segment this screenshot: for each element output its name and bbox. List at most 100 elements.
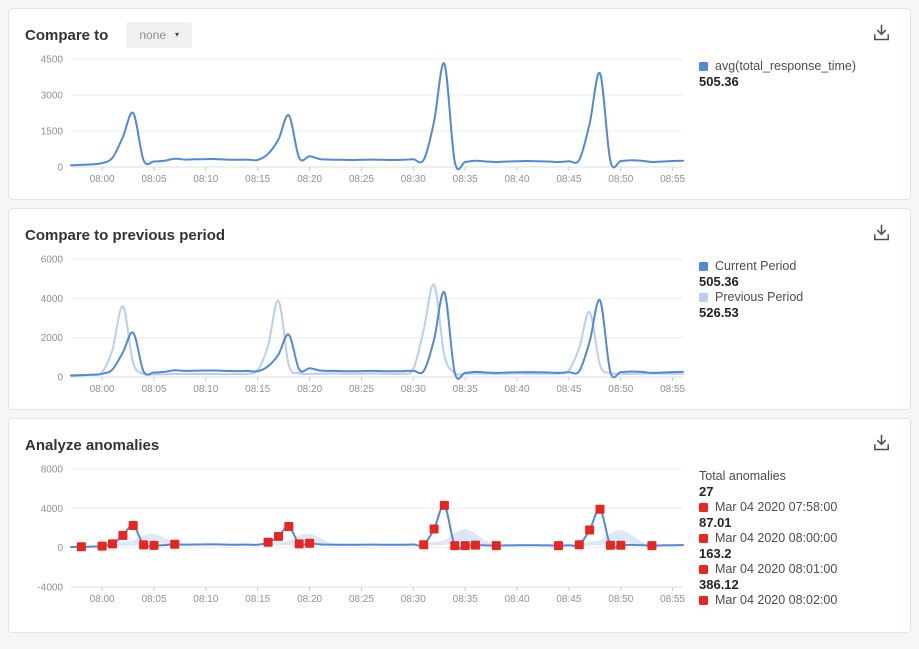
svg-text:08:05: 08:05 xyxy=(141,174,166,185)
svg-text:08:35: 08:35 xyxy=(453,594,478,605)
panel-title: Compare to previous period xyxy=(25,226,226,244)
series-value: 526.53 xyxy=(699,305,739,320)
svg-text:08:40: 08:40 xyxy=(504,174,529,185)
svg-text:08:55: 08:55 xyxy=(660,594,685,605)
svg-text:0: 0 xyxy=(57,163,63,174)
anomaly-value: 163.2 xyxy=(699,546,732,561)
svg-text:08:30: 08:30 xyxy=(401,384,426,395)
svg-text:08:30: 08:30 xyxy=(401,594,426,605)
series-swatch xyxy=(699,293,708,302)
total-anomalies-value: 27 xyxy=(699,484,714,499)
svg-text:08:00: 08:00 xyxy=(90,594,115,605)
svg-text:1500: 1500 xyxy=(41,127,64,138)
chart-anomalies[interactable]: -4000 0 4000 8000 08:00 08:05 08:10 08:15 08:20 0… xyxy=(25,459,691,614)
svg-text:08:20: 08:20 xyxy=(297,594,322,605)
svg-text:08:50: 08:50 xyxy=(608,174,633,185)
anomaly-swatch xyxy=(699,596,708,605)
anomaly-swatch xyxy=(699,503,708,512)
anomaly-legend-list: Mar 04 2020 07:58:00 87.01 Mar 04 2020 08:… xyxy=(699,500,894,608)
series-name: Previous Period xyxy=(715,290,804,304)
panel-compare-to: Compare to none ▾ 0 1500 3000 4500 08:00 08:0… xyxy=(8,8,911,200)
chart-response-time[interactable]: 0 1500 3000 4500 08:00 08:05 08:10 08:15 08:20 08… xyxy=(25,49,691,194)
anomaly-timestamp: Mar 04 2020 08:01:00 xyxy=(715,562,838,576)
panel-header: Analyze anomalies xyxy=(25,431,894,459)
svg-text:08:20: 08:20 xyxy=(297,174,322,185)
total-anomalies: Total anomalies 27 xyxy=(699,469,894,499)
panel-analyze-anomalies: Analyze anomalies -4000 0 4000 8000 08:00 08:… xyxy=(8,418,911,633)
compare-to-dropdown[interactable]: none ▾ xyxy=(126,22,193,48)
svg-text:08:35: 08:35 xyxy=(453,174,478,185)
series-swatch xyxy=(699,262,708,271)
chart-period-comparison[interactable]: 0 2000 4000 6000 08:00 08:05 08:10 08:15 08:20 08… xyxy=(25,249,691,404)
svg-text:3000: 3000 xyxy=(41,91,64,102)
anomaly-timestamp: Mar 04 2020 07:58:00 xyxy=(715,500,838,514)
anomaly-legend-item: Mar 04 2020 07:58:00 87.01 xyxy=(699,500,894,530)
total-anomalies-label: Total anomalies xyxy=(699,469,786,483)
download-icon xyxy=(874,434,889,451)
svg-text:08:40: 08:40 xyxy=(504,594,529,605)
svg-text:08:30: 08:30 xyxy=(401,174,426,185)
svg-text:08:15: 08:15 xyxy=(245,384,270,395)
legend-item: Previous Period 526.53 xyxy=(699,290,894,320)
panel-body: 0 1500 3000 4500 08:00 08:05 08:10 08:15 08:20 08… xyxy=(25,49,894,194)
chevron-down-icon: ▾ xyxy=(175,30,180,39)
chart-legend: Total anomalies 27 Mar 04 2020 07:58:00 8… xyxy=(699,459,894,614)
panel-title: Analyze anomalies xyxy=(25,436,160,454)
svg-text:08:25: 08:25 xyxy=(349,594,374,605)
series-value: 505.36 xyxy=(699,74,739,89)
svg-text:4000: 4000 xyxy=(41,294,64,305)
svg-text:08:50: 08:50 xyxy=(608,594,633,605)
series-name: Current Period xyxy=(715,259,797,273)
anomaly-legend-item: Mar 04 2020 08:00:00 163.2 xyxy=(699,531,894,561)
svg-text:08:15: 08:15 xyxy=(245,174,270,185)
svg-text:8000: 8000 xyxy=(41,465,64,476)
anomaly-timestamp: Mar 04 2020 08:00:00 xyxy=(715,531,838,545)
svg-text:08:50: 08:50 xyxy=(608,384,633,395)
series-value: 505.36 xyxy=(699,274,739,289)
download-icon xyxy=(874,224,889,241)
legend-item: avg(total_response_time) 505.36 xyxy=(699,59,894,89)
svg-text:08:45: 08:45 xyxy=(556,594,581,605)
download-button[interactable] xyxy=(869,21,894,45)
svg-text:08:25: 08:25 xyxy=(349,384,374,395)
download-button[interactable] xyxy=(869,431,894,455)
svg-text:08:45: 08:45 xyxy=(556,174,581,185)
svg-text:08:25: 08:25 xyxy=(349,174,374,185)
anomaly-swatch xyxy=(699,534,708,543)
chart-legend: avg(total_response_time) 505.36 xyxy=(699,49,894,194)
svg-text:08:15: 08:15 xyxy=(245,594,270,605)
series-swatch xyxy=(699,62,708,71)
svg-text:08:55: 08:55 xyxy=(660,174,685,185)
anomaly-timestamp: Mar 04 2020 08:02:00 xyxy=(715,593,838,607)
svg-text:08:55: 08:55 xyxy=(660,384,685,395)
svg-text:08:35: 08:35 xyxy=(453,384,478,395)
svg-text:6000: 6000 xyxy=(41,255,64,266)
anomaly-swatch xyxy=(699,565,708,574)
chart-legend: Current Period 505.36 Previous Period 52… xyxy=(699,249,894,404)
svg-text:08:20: 08:20 xyxy=(297,384,322,395)
panel-title: Compare to xyxy=(25,26,109,44)
dropdown-value: none xyxy=(139,28,167,42)
anomaly-value: 386.12 xyxy=(699,577,739,592)
download-icon xyxy=(874,24,889,41)
legend-item: Current Period 505.36 xyxy=(699,259,894,289)
svg-text:08:10: 08:10 xyxy=(193,384,218,395)
svg-text:-4000: -4000 xyxy=(37,583,63,594)
panel-header: Compare to none ▾ xyxy=(25,21,894,49)
panel-body: -4000 0 4000 8000 08:00 08:05 08:10 08:15 08:20 0… xyxy=(25,459,894,614)
anomaly-legend-item: Mar 04 2020 08:01:00 386.12 xyxy=(699,562,894,592)
svg-text:08:10: 08:10 xyxy=(193,594,218,605)
svg-text:4500: 4500 xyxy=(41,55,64,66)
panel-body: 0 2000 4000 6000 08:00 08:05 08:10 08:15 08:20 08… xyxy=(25,249,894,404)
svg-text:08:00: 08:00 xyxy=(90,384,115,395)
anomaly-value: 87.01 xyxy=(699,515,732,530)
svg-text:0: 0 xyxy=(57,543,63,554)
svg-text:4000: 4000 xyxy=(41,504,64,515)
download-button[interactable] xyxy=(869,221,894,245)
svg-text:08:40: 08:40 xyxy=(504,384,529,395)
svg-text:2000: 2000 xyxy=(41,333,64,344)
panel-header: Compare to previous period xyxy=(25,221,894,249)
svg-text:0: 0 xyxy=(57,373,63,384)
svg-text:08:05: 08:05 xyxy=(141,594,166,605)
